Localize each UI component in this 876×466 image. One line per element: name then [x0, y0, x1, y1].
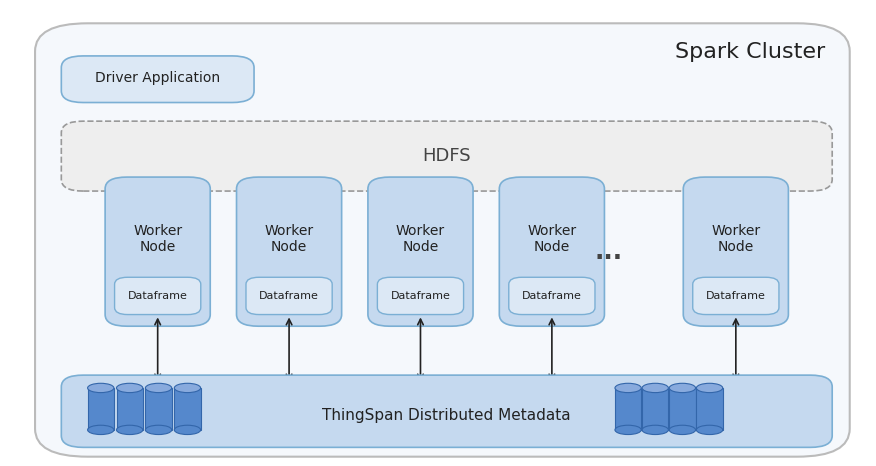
Bar [642, 388, 668, 430]
Text: ...: ... [595, 240, 623, 264]
Text: Driver Application: Driver Application [95, 71, 220, 85]
Ellipse shape [117, 383, 143, 392]
Ellipse shape [615, 425, 641, 434]
FancyBboxPatch shape [378, 277, 463, 315]
Text: Dataframe: Dataframe [706, 291, 766, 301]
Text: Dataframe: Dataframe [391, 291, 450, 301]
Bar [117, 388, 143, 430]
FancyBboxPatch shape [61, 375, 832, 447]
FancyBboxPatch shape [499, 177, 604, 326]
Text: Worker
Node: Worker Node [711, 224, 760, 254]
Ellipse shape [642, 383, 668, 392]
Text: Worker
Node: Worker Node [527, 224, 576, 254]
FancyBboxPatch shape [35, 23, 850, 457]
Text: Worker
Node: Worker Node [265, 224, 314, 254]
FancyBboxPatch shape [105, 177, 210, 326]
FancyBboxPatch shape [61, 121, 832, 191]
Ellipse shape [88, 425, 114, 434]
Ellipse shape [696, 383, 723, 392]
Ellipse shape [174, 425, 201, 434]
Ellipse shape [615, 383, 641, 392]
Ellipse shape [117, 425, 143, 434]
Ellipse shape [696, 425, 723, 434]
FancyBboxPatch shape [683, 177, 788, 326]
Bar [669, 388, 696, 430]
Ellipse shape [669, 383, 696, 392]
Text: Worker
Node: Worker Node [133, 224, 182, 254]
FancyBboxPatch shape [115, 277, 201, 315]
Bar [174, 388, 201, 430]
FancyBboxPatch shape [61, 56, 254, 103]
Text: Spark Cluster: Spark Cluster [675, 42, 825, 62]
Text: Dataframe: Dataframe [522, 291, 582, 301]
FancyBboxPatch shape [368, 177, 473, 326]
Text: ThingSpan Distributed Metadata: ThingSpan Distributed Metadata [322, 408, 571, 424]
Ellipse shape [145, 383, 172, 392]
FancyBboxPatch shape [246, 277, 332, 315]
Ellipse shape [88, 383, 114, 392]
Bar [145, 388, 172, 430]
Ellipse shape [642, 425, 668, 434]
Ellipse shape [174, 383, 201, 392]
FancyBboxPatch shape [509, 277, 595, 315]
Bar [88, 388, 114, 430]
Bar [696, 388, 723, 430]
Text: Dataframe: Dataframe [259, 291, 319, 301]
Text: Worker
Node: Worker Node [396, 224, 445, 254]
Text: HDFS: HDFS [422, 147, 471, 165]
Ellipse shape [145, 425, 172, 434]
Bar [615, 388, 641, 430]
Text: Dataframe: Dataframe [128, 291, 187, 301]
FancyBboxPatch shape [237, 177, 342, 326]
FancyBboxPatch shape [693, 277, 779, 315]
Ellipse shape [669, 425, 696, 434]
